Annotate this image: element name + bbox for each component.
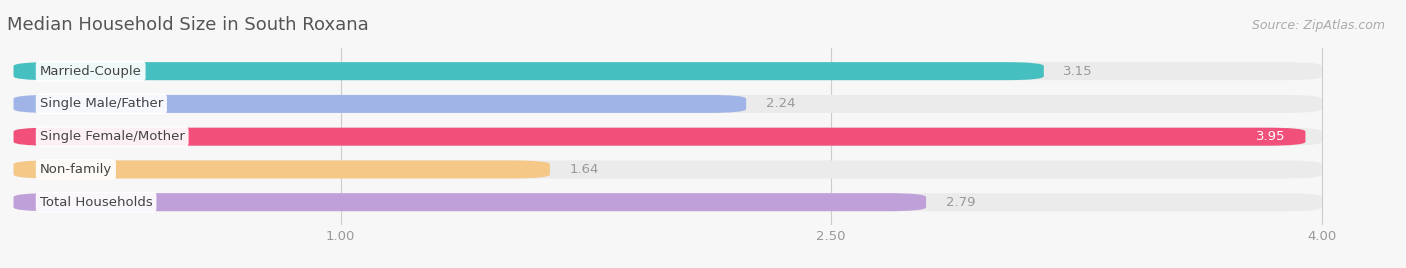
FancyBboxPatch shape: [14, 161, 550, 178]
Text: Married-Couple: Married-Couple: [39, 65, 142, 78]
FancyBboxPatch shape: [14, 62, 1043, 80]
FancyBboxPatch shape: [14, 193, 1322, 211]
Text: Single Male/Father: Single Male/Father: [39, 98, 163, 110]
Text: 2.79: 2.79: [946, 196, 976, 209]
FancyBboxPatch shape: [14, 62, 1322, 80]
Text: 3.95: 3.95: [1257, 130, 1286, 143]
Text: Total Households: Total Households: [39, 196, 152, 209]
FancyBboxPatch shape: [14, 161, 1322, 178]
FancyBboxPatch shape: [14, 95, 747, 113]
FancyBboxPatch shape: [14, 193, 927, 211]
Text: 2.24: 2.24: [766, 98, 796, 110]
Text: Non-family: Non-family: [39, 163, 112, 176]
Text: Median Household Size in South Roxana: Median Household Size in South Roxana: [7, 16, 368, 34]
FancyBboxPatch shape: [14, 128, 1322, 146]
Text: 1.64: 1.64: [569, 163, 599, 176]
FancyBboxPatch shape: [14, 128, 1305, 146]
Text: Source: ZipAtlas.com: Source: ZipAtlas.com: [1251, 19, 1385, 32]
Text: 3.15: 3.15: [1063, 65, 1092, 78]
FancyBboxPatch shape: [14, 95, 1322, 113]
Text: Single Female/Mother: Single Female/Mother: [39, 130, 184, 143]
